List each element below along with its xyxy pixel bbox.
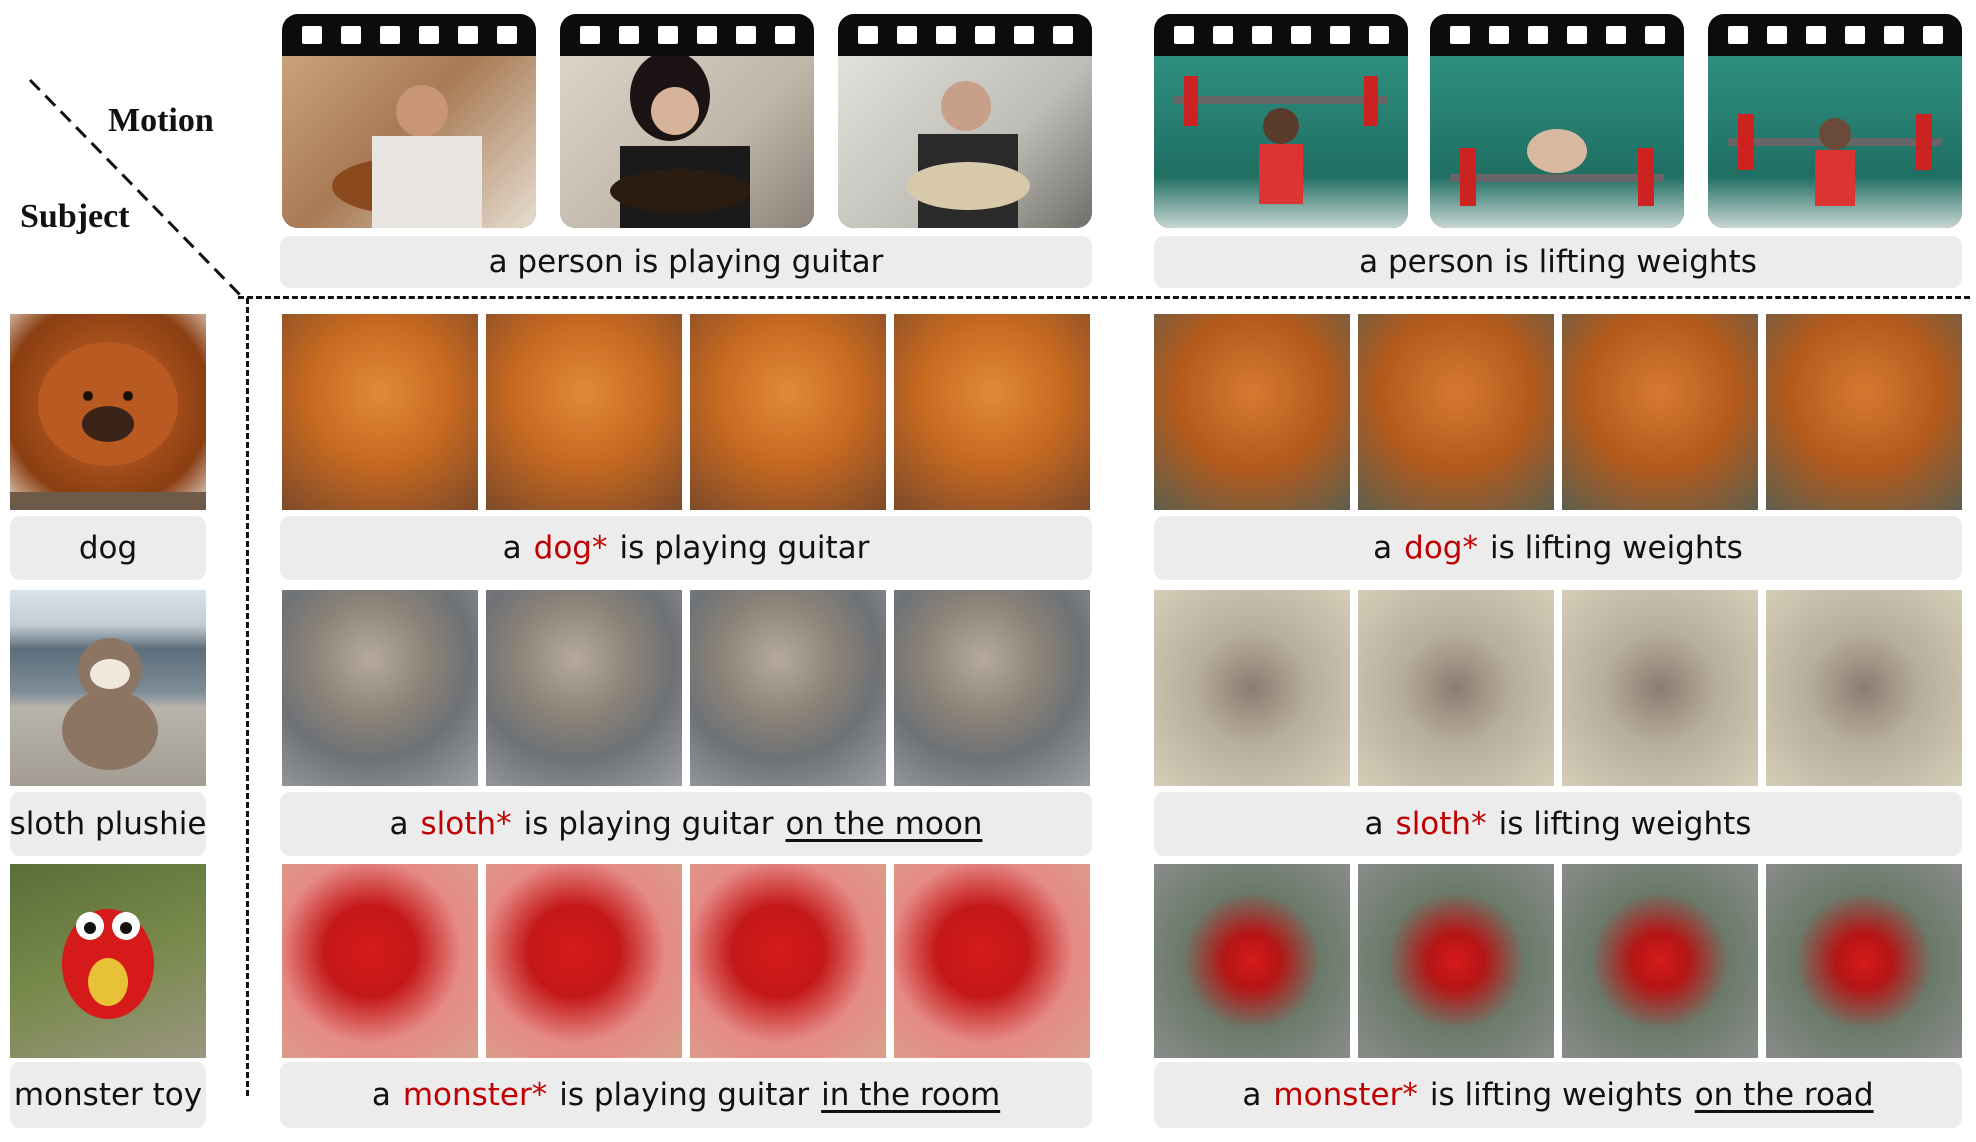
result-frame-monster-weights-4 — [1766, 864, 1962, 1058]
result-caption-monster-weights: a monster* is lifting weights on the roa… — [1154, 1062, 1962, 1128]
subject-image-dog — [10, 314, 206, 510]
caption-scene: on the moon — [785, 806, 983, 842]
caption-action: is playing guitar — [523, 806, 774, 842]
result-frame-monster-guitar-2 — [486, 864, 682, 1058]
subject-token: sloth* — [1395, 806, 1487, 842]
subject-token: dog* — [1404, 530, 1478, 566]
caption-article: a — [502, 530, 522, 566]
result-frame-monster-guitar-3 — [690, 864, 886, 1058]
result-frame-dog-weights-3 — [1562, 314, 1758, 510]
caption-article: a — [1364, 806, 1384, 842]
caption-action: is lifting weights — [1489, 530, 1743, 566]
result-caption-monster-guitar: a monster* is playing guitar in the room — [280, 1062, 1092, 1128]
motion-video-guitar-2 — [560, 14, 814, 228]
result-frame-sloth-guitar-3 — [690, 590, 886, 786]
motion-video-weights-1 — [1154, 14, 1408, 228]
motion-caption-guitar: a person is playing guitar — [280, 236, 1092, 288]
caption-article: a — [1242, 1077, 1262, 1113]
caption-action: is playing guitar — [619, 530, 870, 566]
result-frame-dog-weights-4 — [1766, 314, 1962, 510]
subject-token: monster* — [402, 1077, 548, 1113]
result-caption-dog-guitar: a dog* is playing guitar — [280, 516, 1092, 580]
result-frame-dog-guitar-4 — [894, 314, 1090, 510]
corner-diagonal-divider — [28, 78, 247, 302]
result-caption-dog-weights: a dog* is lifting weights — [1154, 516, 1962, 580]
caption-scene: on the road — [1694, 1077, 1874, 1113]
result-frame-sloth-guitar-1 — [282, 590, 478, 786]
caption-article: a — [371, 1077, 391, 1113]
subject-divider — [246, 298, 249, 1096]
result-frame-monster-weights-3 — [1562, 864, 1758, 1058]
result-frame-dog-guitar-1 — [282, 314, 478, 510]
subject-label: Subject — [20, 198, 130, 235]
motion-video-guitar-1 — [282, 14, 536, 228]
header-divider — [238, 296, 1970, 299]
result-frame-sloth-weights-4 — [1766, 590, 1962, 786]
result-frame-sloth-guitar-4 — [894, 590, 1090, 786]
motion-video-weights-2 — [1430, 14, 1684, 228]
result-frame-monster-weights-2 — [1358, 864, 1554, 1058]
result-caption-sloth-weights: a sloth* is lifting weights — [1154, 792, 1962, 856]
subject-token: dog* — [533, 530, 608, 566]
result-frame-sloth-weights-3 — [1562, 590, 1758, 786]
result-frame-monster-guitar-1 — [282, 864, 478, 1058]
subject-label-monster: monster toy — [10, 1062, 206, 1128]
subject-token: sloth* — [420, 806, 512, 842]
result-caption-sloth-guitar: a sloth* is playing guitar on the moon — [280, 792, 1092, 856]
caption-article: a — [389, 806, 409, 842]
result-frame-sloth-guitar-2 — [486, 590, 682, 786]
result-frame-monster-weights-1 — [1154, 864, 1350, 1058]
result-frame-sloth-weights-2 — [1358, 590, 1554, 786]
motion-label: Motion — [108, 102, 214, 139]
motion-caption-weights: a person is lifting weights — [1154, 236, 1962, 288]
motion-video-guitar-3 — [838, 14, 1092, 228]
result-frame-dog-weights-1 — [1154, 314, 1350, 510]
caption-action: is lifting weights — [1498, 806, 1752, 842]
subject-image-sloth — [10, 590, 206, 786]
subject-label-dog: dog — [10, 516, 206, 580]
result-frame-dog-guitar-3 — [690, 314, 886, 510]
result-frame-monster-guitar-4 — [894, 864, 1090, 1058]
result-frame-sloth-weights-1 — [1154, 590, 1350, 786]
subject-image-monster — [10, 864, 206, 1058]
caption-action: is playing guitar — [559, 1077, 810, 1113]
subject-label-sloth: sloth plushie — [10, 792, 206, 856]
caption-scene: in the room — [821, 1077, 1001, 1113]
result-frame-dog-weights-2 — [1358, 314, 1554, 510]
caption-action: is lifting weights — [1429, 1077, 1683, 1113]
subject-token: monster* — [1273, 1077, 1418, 1113]
caption-article: a — [1373, 530, 1393, 566]
motion-video-weights-3 — [1708, 14, 1962, 228]
result-frame-dog-guitar-2 — [486, 314, 682, 510]
